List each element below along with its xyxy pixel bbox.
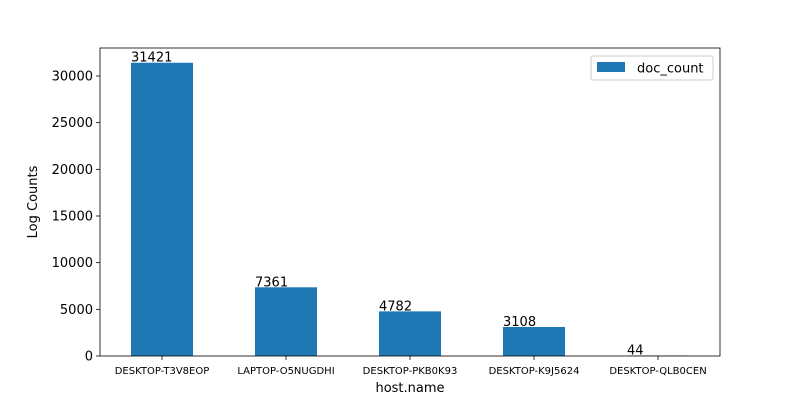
data-label-desktop-pkb0k93: 4782 xyxy=(379,299,412,314)
bar-laptop-o5nugdhi xyxy=(255,287,317,356)
legend: doc_count xyxy=(590,55,714,81)
y-tick-label: 25000 xyxy=(52,116,93,131)
x-axis-ticks: DESKTOP-T3V8EOP LAPTOP-O5NUGDHI DESKTOP-PK… xyxy=(115,356,707,377)
y-tick-label: 15000 xyxy=(52,210,93,225)
x-tick-label: DESKTOP-PKB0K93 xyxy=(363,366,458,377)
y-tick-label: 10000 xyxy=(52,256,93,271)
y-axis-label: Log Counts xyxy=(26,165,41,238)
bar-desktop-pkb0k93 xyxy=(379,311,441,356)
legend-swatch-doc-count xyxy=(597,62,625,72)
x-tick-label: LAPTOP-O5NUGDHI xyxy=(237,366,334,377)
y-axis-ticks: 0 5000 10000 15000 20000 25000 30000 xyxy=(52,70,100,365)
legend-label-doc-count: doc_count xyxy=(637,62,704,77)
data-label-desktop-qlb0cen: 44 xyxy=(627,344,644,359)
x-tick-label: DESKTOP-T3V8EOP xyxy=(115,366,210,377)
y-tick-label: 20000 xyxy=(52,163,93,178)
x-tick-label: DESKTOP-K9J5624 xyxy=(489,366,580,377)
y-tick-label: 5000 xyxy=(60,303,93,318)
bar-desktop-t3v8eop xyxy=(131,62,193,356)
y-tick-label: 30000 xyxy=(52,70,93,85)
y-tick-label: 0 xyxy=(85,350,93,365)
x-tick-label: DESKTOP-QLB0CEN xyxy=(609,366,706,377)
bar-desktop-k9j5624 xyxy=(503,326,565,356)
data-labels-group: 31421 7361 4782 3108 44 xyxy=(131,51,644,359)
bars-group xyxy=(131,62,689,356)
x-axis-label: host.name xyxy=(375,381,444,396)
data-label-desktop-k9j5624: 3108 xyxy=(503,315,536,330)
data-label-desktop-t3v8eop: 31421 xyxy=(131,51,172,66)
data-label-laptop-o5nugdhi: 7361 xyxy=(255,275,288,290)
